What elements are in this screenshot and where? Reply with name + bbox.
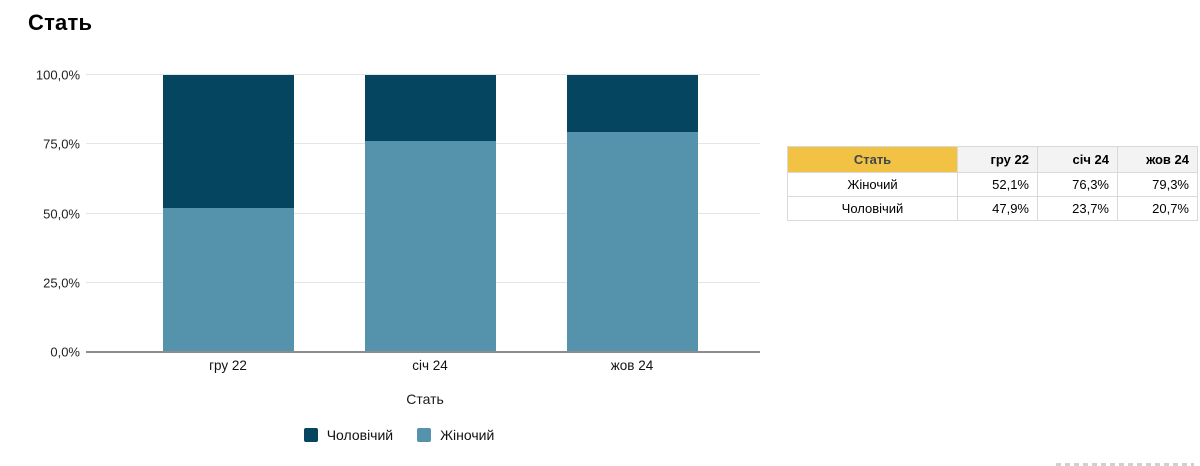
table-header-row: Стать гру 22 січ 24 жов 24 [787,146,1198,173]
table-header-gender: Стать [787,146,958,173]
table-header-dec22: гру 22 [957,146,1038,173]
stacked-bar [162,75,294,352]
chart-legend: Чоловічий Жіночий [64,427,734,443]
table-cell-value: 76,3% [1037,172,1118,197]
table-cell-value: 79,3% [1117,172,1198,197]
bar-segment [162,207,294,352]
y-tick-label: 75,0% [43,136,80,152]
y-tick-label: 100,0% [35,67,80,83]
x-tick-label: гру 22 [209,358,247,373]
stacked-bar [364,75,496,352]
bar-segment [364,75,496,141]
legend-swatch-icon [303,428,318,442]
bar-segment [566,75,698,133]
y-tick-label: 25,0% [43,275,80,291]
bar-segment [162,75,294,208]
x-tick-label: січ 24 [412,358,448,373]
table-cell-value: 47,9% [957,196,1038,221]
table-cell-label: Жіночий [787,172,958,197]
watermark-text-cutoff [1056,463,1194,466]
y-tick-label: 50,0% [43,206,80,221]
y-tick-label: 0,0% [50,344,80,360]
bar-segment [566,132,698,352]
x-axis-labels: гру 22 січ 24 жов 24 [90,358,760,376]
plot-area [86,74,760,353]
chart-title: Стать [28,10,93,35]
table-row-female: Жіночий 52,1% 76,3% 79,3% [787,172,1198,197]
stacked-bar [566,75,698,352]
table-cell-value: 52,1% [957,172,1038,197]
table-header-jan24: січ 24 [1037,146,1118,173]
table-cell-value: 23,7% [1037,196,1118,221]
x-axis-line [86,351,760,353]
table-row-male: Чоловічий 47,9% 23,7% 20,7% [787,196,1198,221]
gridline [86,74,760,75]
legend-swatch-icon [417,428,432,442]
y-axis-labels: 0,0% 25,0% 50,0% 75,0% 100,0% [0,68,80,360]
legend-item: Чоловічий [303,427,394,443]
table-cell-value: 20,7% [1117,196,1198,221]
summary-table: Стать гру 22 січ 24 жов 24 Жіночий 52,1%… [787,146,1198,221]
legend-label: Чоловічий [326,427,394,443]
table-cell-label: Чоловічий [787,196,958,221]
legend-item: Жіночий [417,427,494,443]
bar-segment [364,140,496,352]
x-axis-title: Стать [406,391,444,407]
x-tick-label: жов 24 [610,358,654,373]
table-header-oct24: жов 24 [1117,146,1198,173]
legend-label: Жіночий [440,427,495,443]
